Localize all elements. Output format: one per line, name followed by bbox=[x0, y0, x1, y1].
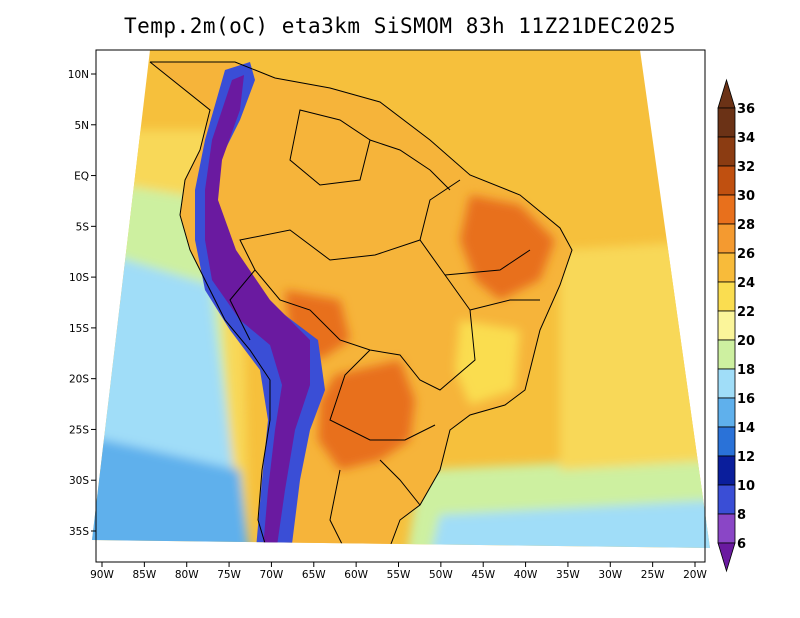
land-hot-northeast bbox=[460, 195, 555, 300]
lon-tick-label: 25W bbox=[641, 569, 665, 581]
lon-tick-label: 50W bbox=[429, 569, 453, 581]
colorbar-segment bbox=[717, 107, 736, 138]
lon-tick-label: 75W bbox=[217, 569, 241, 581]
lat-tick-label: 5S bbox=[76, 221, 90, 233]
colorbar-segment bbox=[717, 310, 736, 341]
colorbar-label: 36 bbox=[737, 102, 755, 117]
land-hot-pampas bbox=[318, 360, 415, 470]
colorbar-segment bbox=[717, 339, 736, 370]
colorbar-label: 14 bbox=[737, 421, 755, 436]
lon-tick-label: 80W bbox=[175, 569, 199, 581]
lat-tick-label: 35S bbox=[69, 526, 89, 538]
colorbar-segment bbox=[717, 136, 736, 167]
colorbar-segment bbox=[717, 455, 736, 486]
colorbar-label: 34 bbox=[737, 131, 755, 146]
colorbar-segment bbox=[717, 223, 736, 254]
colorbar-segment bbox=[717, 194, 736, 225]
lon-tick-label: 85W bbox=[132, 569, 156, 581]
colorbar-label: 18 bbox=[737, 363, 755, 378]
colorbar-label: 28 bbox=[737, 218, 755, 233]
atlantic-mid-band bbox=[560, 240, 710, 470]
lon-tick-label: 40W bbox=[514, 569, 538, 581]
colorbar-label: 22 bbox=[737, 305, 755, 320]
lat-tick-label: 20S bbox=[69, 374, 89, 386]
map-frame bbox=[95, 49, 706, 563]
lon-tick-label: 55W bbox=[387, 569, 411, 581]
colorbar-segment bbox=[717, 426, 736, 457]
colorbar: 36 34 32 30 28 26 24 22 20 18 16 14 12 10 8 6 bbox=[717, 78, 755, 573]
land-south-america bbox=[150, 62, 572, 548]
colorbar-label: 8 bbox=[737, 508, 746, 523]
lat-tick-label: 30S bbox=[69, 475, 89, 487]
lon-tick-label: 45W bbox=[471, 569, 495, 581]
colorbar-segment bbox=[717, 368, 736, 399]
lat-tick-label: 15S bbox=[69, 323, 89, 335]
colorbar-label: 10 bbox=[737, 479, 755, 494]
country-borders bbox=[149, 61, 573, 548]
lon-tick-label: 30W bbox=[598, 569, 622, 581]
colorbar-segment bbox=[717, 397, 736, 428]
colorbar-bottom-arrow bbox=[717, 542, 736, 573]
lon-axis: 90W 85W 80W 75W 70W 65W 60W 55W 50W 45W 40W 35W 30W 2… bbox=[90, 562, 707, 581]
lon-tick-label: 60W bbox=[344, 569, 368, 581]
colorbar-label: 30 bbox=[737, 189, 755, 204]
lon-tick-label: 70W bbox=[260, 569, 284, 581]
colorbar-label: 32 bbox=[737, 160, 755, 175]
lon-tick-label: 65W bbox=[302, 569, 326, 581]
colorbar-segment bbox=[717, 513, 736, 544]
colorbar-segment bbox=[717, 281, 736, 312]
lat-axis: 10N 5N EQ 5S 10S 15S 20S 25S 30S 35S bbox=[68, 69, 96, 538]
lat-tick-label: EQ bbox=[74, 171, 89, 183]
lon-tick-label: 20W bbox=[683, 569, 707, 581]
lat-tick-label: 5N bbox=[74, 120, 89, 132]
lat-tick-label: 10S bbox=[69, 272, 89, 284]
lat-tick-label: 10N bbox=[68, 69, 89, 81]
colorbar-label: 26 bbox=[737, 247, 755, 262]
lat-tick-label: 25S bbox=[69, 424, 89, 436]
map-title: Temp.2m(oC) eta3km SiSMOM 83h 11Z21DEC20… bbox=[123, 14, 676, 38]
highland-cool bbox=[455, 320, 520, 405]
colorbar-segment bbox=[717, 165, 736, 196]
colorbar-label: 16 bbox=[737, 392, 755, 407]
lon-tick-label: 35W bbox=[556, 569, 580, 581]
andes-cold-core bbox=[205, 75, 310, 548]
colorbar-label: 20 bbox=[737, 334, 755, 349]
colorbar-top-arrow bbox=[717, 78, 736, 109]
lon-tick-label: 90W bbox=[90, 569, 114, 581]
colorbar-segment bbox=[717, 252, 736, 283]
ocean-colder-band bbox=[92, 430, 255, 548]
colorbar-label: 6 bbox=[737, 537, 746, 552]
colorbar-label: 24 bbox=[737, 276, 755, 291]
atlantic-cold-band bbox=[420, 500, 710, 548]
colorbar-label: 12 bbox=[737, 450, 755, 465]
colorbar-segment bbox=[717, 484, 736, 515]
